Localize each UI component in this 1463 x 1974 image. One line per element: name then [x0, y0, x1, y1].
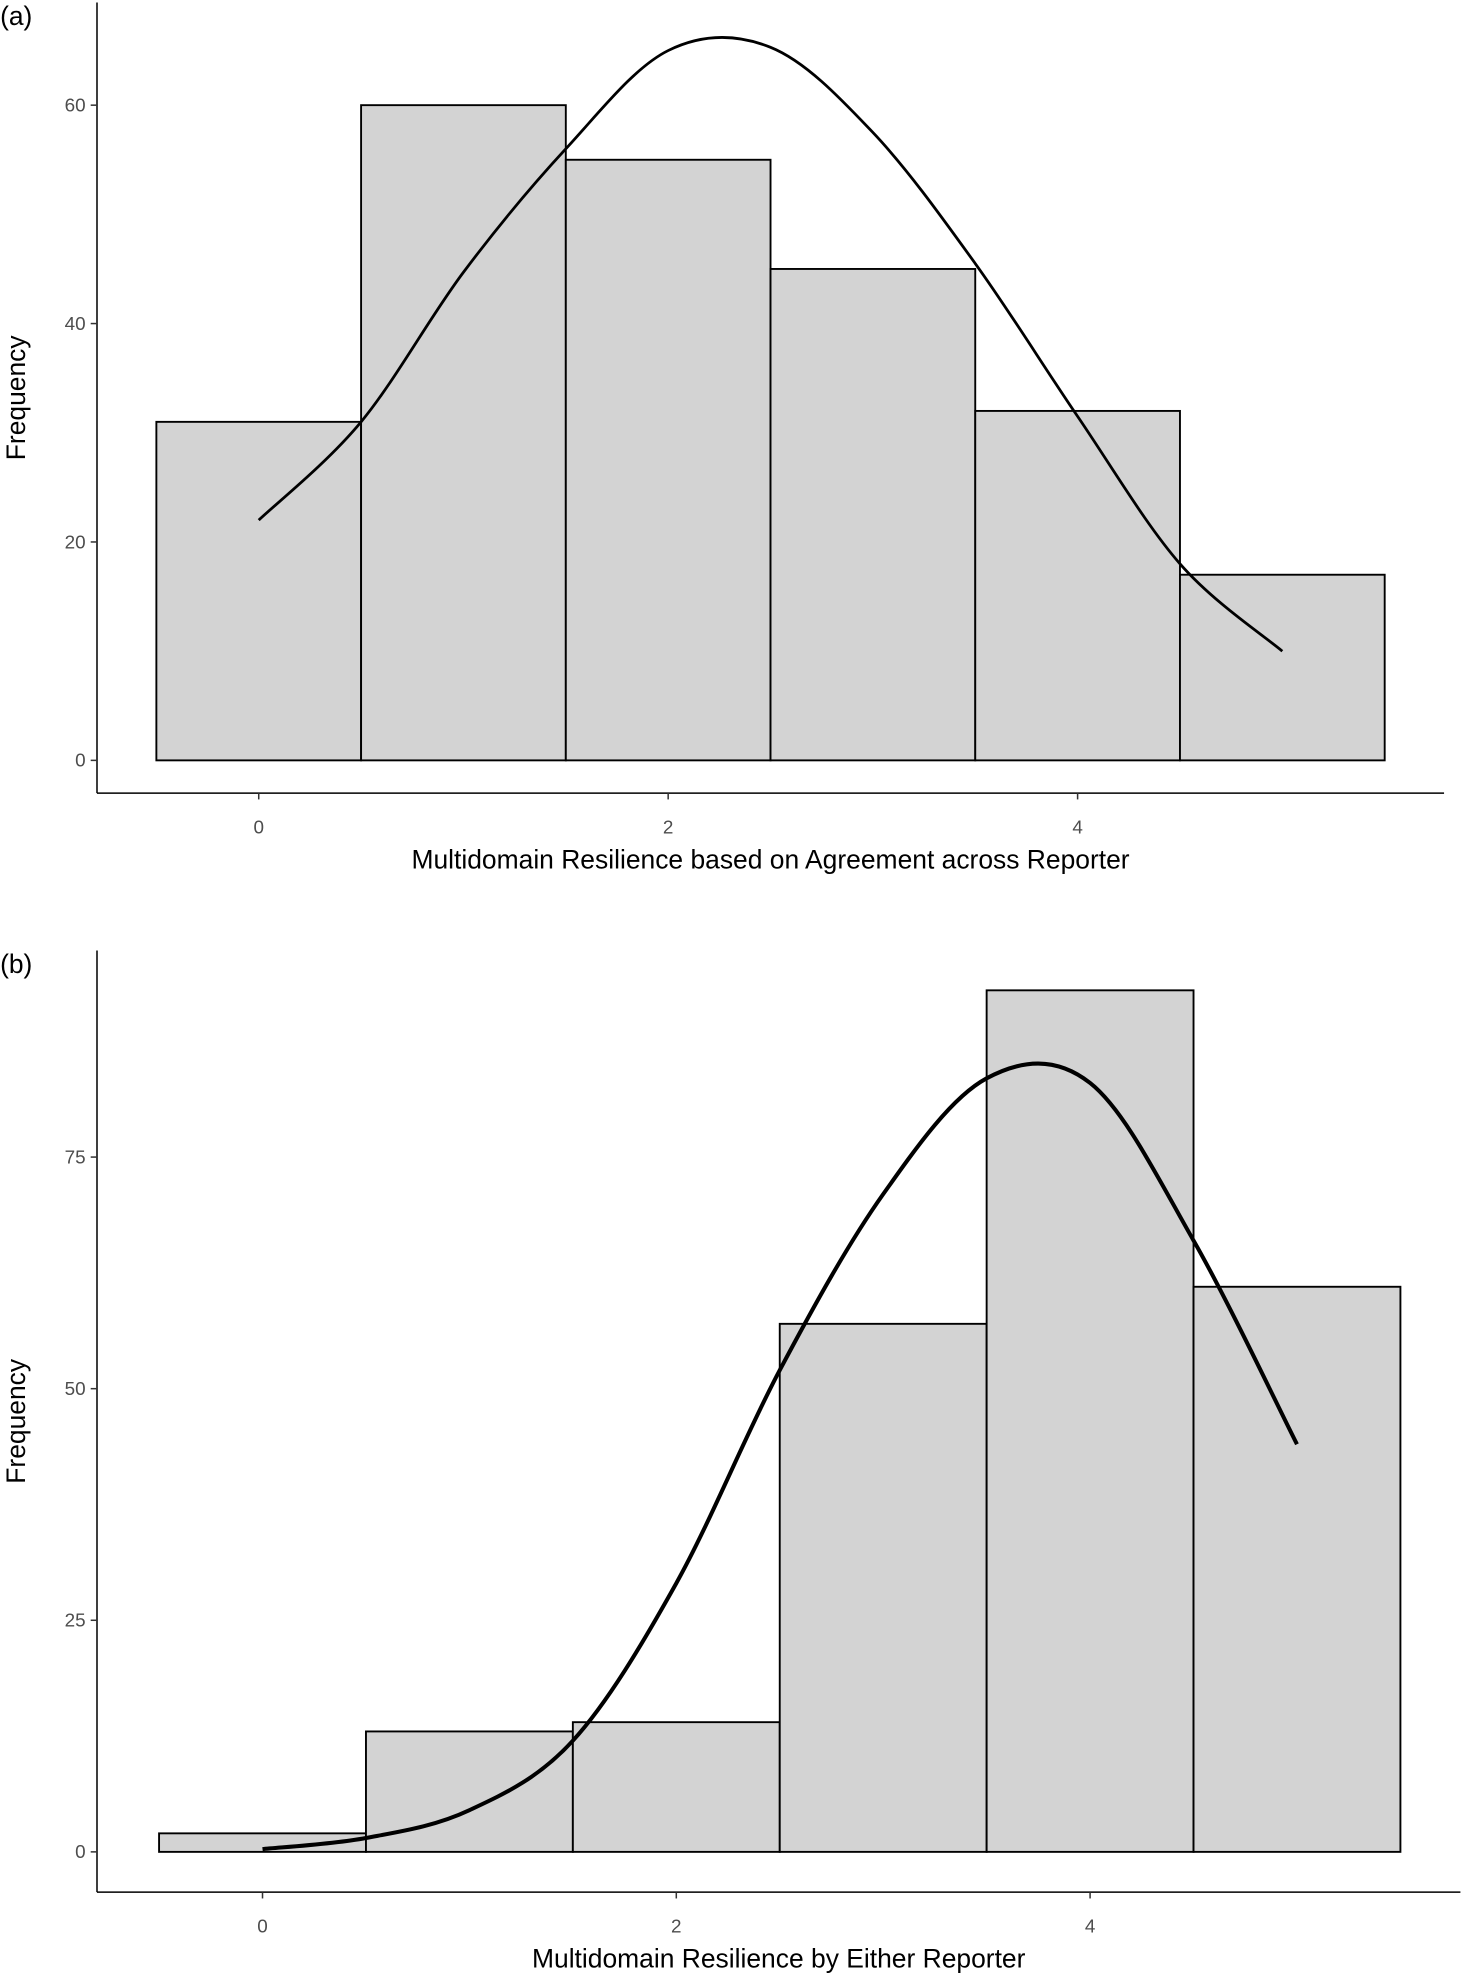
x-axis-title: Multidomain Resilience by Either Reporte…	[532, 1944, 1026, 1974]
x-axis-title: Multidomain Resilience based on Agreemen…	[411, 845, 1129, 875]
bar	[769, 268, 977, 762]
y-axis-title: Frequency	[1, 335, 31, 461]
bar	[985, 989, 1195, 1853]
y-tick-label: 0	[75, 751, 86, 772]
x-tick-label: 0	[257, 1916, 268, 1937]
density-curve	[257, 36, 1284, 653]
x-tick-label: 4	[1085, 1916, 1096, 1937]
y-tick-label: 60	[65, 95, 86, 116]
x-tick-label: 0	[253, 817, 264, 838]
x-tick-label: 2	[671, 1916, 682, 1937]
y-axis-title: Frequency	[1, 1358, 31, 1484]
x-tick-label: 4	[1072, 817, 1083, 838]
bar	[1179, 573, 1386, 762]
bar	[564, 158, 772, 762]
bar	[155, 420, 363, 762]
y-tick-label: 50	[65, 1379, 86, 1400]
bar	[974, 409, 1181, 762]
y-tick-label: 0	[75, 1842, 86, 1863]
y-tick-label: 40	[65, 314, 86, 335]
density-curve	[262, 1061, 1299, 1852]
bar	[571, 1721, 781, 1853]
bar	[1192, 1285, 1402, 1853]
x-tick-label: 2	[663, 817, 674, 838]
panel-label: (a)	[0, 1, 32, 31]
y-tick-label: 25	[65, 1611, 86, 1632]
bar	[360, 104, 567, 762]
panel-label: (b)	[0, 949, 32, 979]
bar	[778, 1322, 988, 1853]
y-tick-label: 75	[65, 1147, 86, 1168]
y-tick-label: 20	[65, 532, 86, 553]
